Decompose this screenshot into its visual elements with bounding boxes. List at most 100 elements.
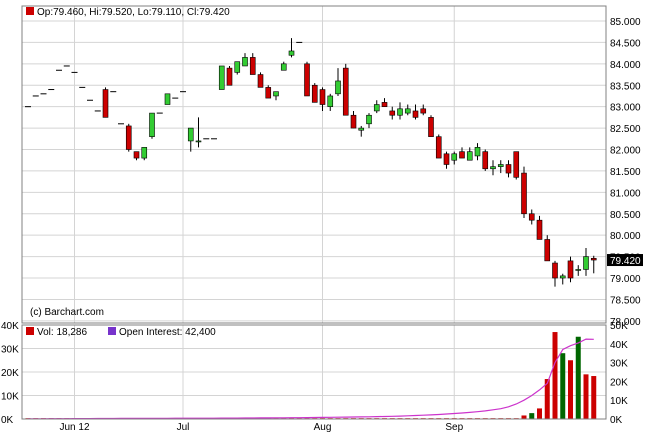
candle — [428, 115, 434, 137]
candle — [358, 125, 365, 137]
candle-body — [497, 164, 504, 167]
candle-body — [366, 114, 372, 125]
candle-body — [288, 50, 295, 56]
candle-body — [381, 102, 388, 107]
candle — [218, 65, 225, 90]
volume-legend-marker — [26, 327, 34, 335]
candle — [559, 273, 566, 285]
candle-body — [583, 256, 589, 270]
volume-bar — [529, 413, 535, 419]
candle — [311, 83, 318, 103]
candle-body — [404, 108, 411, 114]
open-interest-tick-label: 20K — [610, 377, 628, 388]
candle — [490, 160, 496, 176]
volume-panel-frame — [21, 324, 607, 420]
candle — [590, 255, 597, 274]
candle — [397, 102, 403, 120]
volume-bar — [552, 332, 558, 419]
candle-body — [327, 95, 334, 107]
open-interest-line — [28, 338, 594, 420]
candle — [327, 93, 334, 111]
volume-axis-ticks: 40K 30K 20K 10K 0K — [1, 321, 19, 426]
candle — [513, 151, 520, 180]
candle-body — [195, 140, 202, 143]
candle-body — [335, 80, 341, 95]
candle-body — [102, 89, 109, 118]
candle — [304, 61, 310, 97]
candle-body — [459, 151, 465, 159]
price-tick-label: 79.000 — [610, 274, 641, 285]
volume-tick-label: 10K — [1, 392, 19, 403]
candle — [459, 147, 465, 159]
candle-body — [249, 57, 256, 75]
candle-body — [567, 260, 574, 279]
candle-body — [226, 67, 233, 86]
candle — [265, 85, 272, 99]
candle — [412, 104, 419, 120]
candle — [273, 91, 279, 101]
candle-body — [590, 258, 597, 261]
candle-body — [482, 151, 489, 170]
volume-bar — [591, 376, 597, 419]
last-price-value: 79.420 — [610, 256, 641, 267]
ohlc-legend-marker — [26, 7, 34, 15]
price-tick-label: 80.000 — [610, 231, 641, 242]
candle — [164, 93, 171, 105]
x-axis-label: Aug — [314, 422, 332, 433]
candle-body — [559, 275, 566, 279]
candle — [474, 143, 481, 161]
candle-body — [234, 61, 241, 73]
candle — [125, 123, 132, 152]
volume-bar — [575, 336, 581, 419]
candle — [257, 72, 264, 88]
candle-body — [544, 239, 551, 262]
price-tick-label: 81.000 — [610, 188, 641, 199]
price-tick-label: 78.000 — [610, 317, 641, 328]
price-tick-label: 84.500 — [610, 38, 641, 49]
price-tick-label: 78.500 — [610, 295, 641, 306]
candle — [552, 260, 558, 287]
candle-body — [242, 57, 248, 67]
price-tick-label: 82.000 — [610, 146, 641, 157]
candle — [335, 68, 341, 96]
candle-body — [474, 147, 481, 157]
price-grid — [22, 6, 606, 323]
candle-body — [350, 114, 357, 129]
candle-body — [412, 110, 419, 118]
candle — [536, 215, 543, 240]
candle — [187, 127, 194, 152]
candle — [466, 147, 473, 161]
price-tick-label: 83.000 — [610, 103, 641, 114]
volume-tick-label: 0K — [1, 415, 14, 426]
candle — [575, 265, 582, 276]
candle-body — [389, 110, 396, 116]
last-price-box — [607, 254, 643, 267]
candle-body — [435, 136, 442, 159]
copyright-watermark: (c) Barchart.com — [30, 307, 104, 318]
candle-body — [133, 151, 140, 159]
candle — [226, 65, 233, 86]
candle — [544, 235, 551, 262]
candle-body — [342, 67, 349, 116]
candle — [505, 160, 512, 178]
x-axis-labels: Jun 12 Jul Aug Sep — [59, 422, 463, 433]
candle-body — [505, 164, 512, 174]
price-tick-label: 82.500 — [610, 124, 641, 135]
volume-tick-label: 40K — [1, 321, 19, 332]
candle — [389, 106, 396, 120]
candle — [249, 53, 256, 75]
candle — [319, 87, 326, 111]
candle-body — [218, 65, 225, 90]
candle — [435, 134, 442, 159]
open-interest-axis-ticks: 50K 40K 30K 20K 10K 0K — [610, 321, 628, 426]
candle — [133, 151, 140, 161]
ohlc-legend-text: Op:79.460, Hi:79.520, Lo:79.110, Cl:79.4… — [37, 7, 230, 18]
candle — [102, 87, 109, 118]
candle-body — [141, 147, 148, 159]
open-interest-tick-label: 40K — [610, 340, 628, 351]
open-interest-legend-text: Open Interest: 42,400 — [119, 327, 216, 338]
x-axis-label: Jul — [177, 422, 190, 433]
candle — [350, 110, 357, 129]
price-tick-label: 83.500 — [610, 81, 641, 92]
